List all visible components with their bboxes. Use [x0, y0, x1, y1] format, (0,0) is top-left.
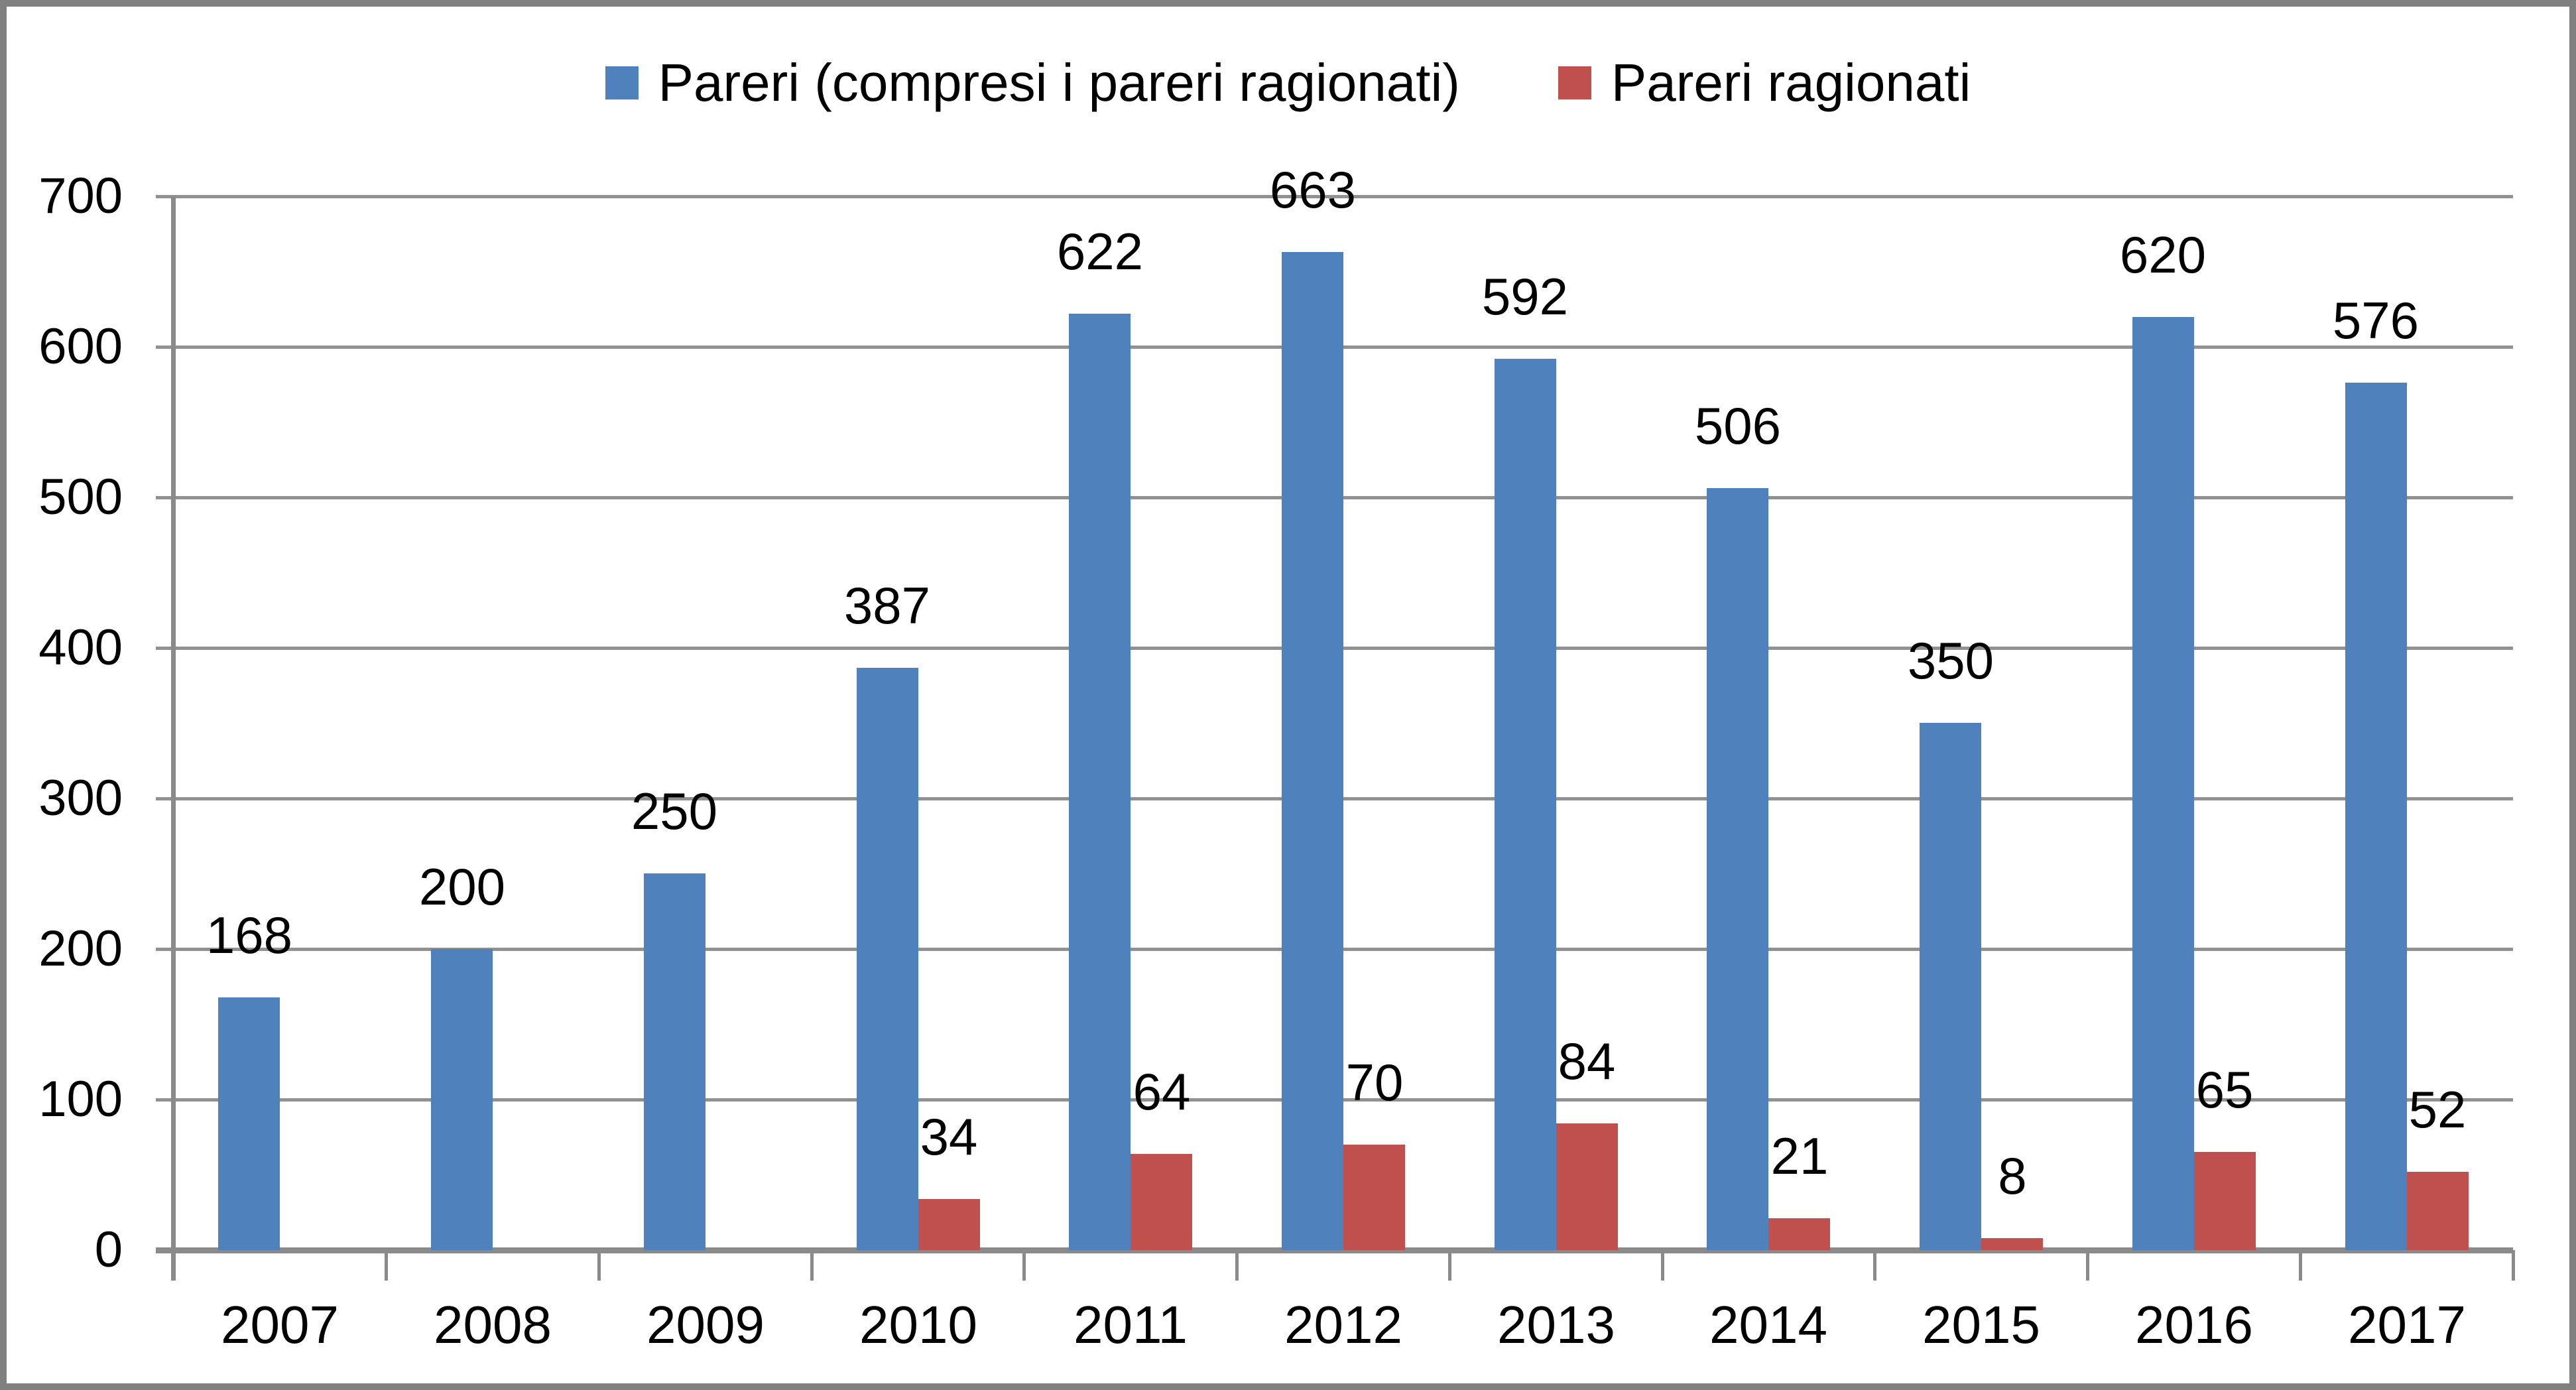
category-label-2017: 2017: [2348, 1295, 2466, 1354]
bar-value-label-2012-series-0: 663: [1269, 160, 1357, 219]
bar-2010-series-0: [857, 668, 918, 1250]
category-label-2014: 2014: [1709, 1295, 1827, 1354]
bar-2011-series-0: [1069, 314, 1131, 1250]
x-axis-tick: [810, 1250, 814, 1281]
y-tick-label-500: 500: [38, 469, 123, 525]
bar-value-label-2013-series-0: 592: [1481, 267, 1569, 326]
legend-label-pareri-ragionati: Pareri ragionati: [1611, 53, 1971, 112]
bar-value-label-2016-series-1: 65: [2195, 1060, 2254, 1119]
bar-value-label-2016-series-0: 620: [2119, 225, 2207, 284]
category-label-2013: 2013: [1497, 1295, 1615, 1354]
y-tick-label-100: 100: [38, 1071, 123, 1127]
chart-legend: Pareri (compresi i pareri ragionati) Par…: [0, 38, 2576, 127]
bar-2009-series-0: [644, 873, 705, 1250]
category-label-2015: 2015: [1922, 1295, 2040, 1354]
legend-item-pareri: Pareri (compresi i pareri ragionati): [605, 56, 1460, 109]
bar-2011-series-1: [1131, 1154, 1192, 1250]
x-axis-line: [156, 1247, 2513, 1253]
legend-item-pareri-ragionati: Pareri ragionati: [1558, 56, 1971, 109]
bar-2012-series-1: [1343, 1145, 1405, 1250]
x-axis-tick: [1873, 1250, 1876, 1281]
bar-value-label-2011-series-1: 64: [1133, 1062, 1191, 1121]
bar-2008-series-0: [431, 949, 493, 1250]
x-axis-tick: [2086, 1250, 2089, 1281]
bar-2013-series-0: [1495, 359, 1556, 1250]
bar-value-label-2008-series-0: 200: [418, 857, 506, 916]
y-axis-line: [171, 196, 176, 1281]
bar-2007-series-0: [218, 997, 280, 1250]
x-axis-tick: [1022, 1250, 1026, 1281]
bar-2015-series-1: [1981, 1238, 2043, 1250]
category-label-2010: 2010: [859, 1295, 977, 1354]
category-label-2011: 2011: [1073, 1295, 1188, 1354]
bar-value-label-2010-series-1: 34: [920, 1107, 978, 1166]
bar-2017-series-0: [2345, 383, 2407, 1250]
legend-label-pareri: Pareri (compresi i pareri ragionati): [658, 53, 1460, 112]
bar-value-label-2011-series-0: 622: [1056, 222, 1144, 281]
bar-value-label-2013-series-1: 84: [1558, 1032, 1616, 1090]
x-axis-tick: [1235, 1250, 1239, 1281]
bar-2012-series-0: [1282, 252, 1343, 1250]
bar-value-label-2015-series-1: 8: [1998, 1147, 2027, 1205]
bar-value-label-2017-series-0: 576: [2332, 291, 2420, 349]
legend-swatch-pareri-icon: [605, 66, 639, 99]
category-label-2009: 2009: [646, 1295, 765, 1354]
bar-2015-series-0: [1920, 723, 1981, 1250]
bar-value-label-2007-series-0: 168: [206, 906, 293, 964]
x-axis-tick: [385, 1250, 388, 1281]
y-tick-label-0: 0: [94, 1222, 123, 1278]
bar-value-label-2015-series-0: 350: [1907, 631, 1994, 690]
x-axis-tick: [597, 1250, 601, 1281]
bar-2013-series-1: [1556, 1123, 1618, 1250]
y-tick-label-600: 600: [38, 318, 123, 375]
y-tick-label-400: 400: [38, 619, 123, 676]
y-tick-label-700: 700: [38, 168, 123, 224]
category-label-2016: 2016: [2135, 1295, 2253, 1354]
y-tick-label-200: 200: [38, 920, 123, 977]
bar-value-label-2012-series-1: 70: [1345, 1053, 1404, 1111]
x-axis-tick: [2512, 1250, 2515, 1281]
bar-2014-series-1: [1768, 1218, 1830, 1250]
category-label-2007: 2007: [221, 1295, 339, 1354]
bar-value-label-2010-series-0: 387: [843, 576, 931, 635]
gridline-700: [156, 195, 2513, 198]
bar-2010-series-1: [918, 1199, 980, 1250]
bar-value-label-2009-series-0: 250: [631, 782, 718, 840]
bar-value-label-2014-series-0: 506: [1694, 397, 1782, 455]
bar-value-label-2017-series-1: 52: [2408, 1080, 2467, 1139]
x-axis-tick: [1448, 1250, 1451, 1281]
bar-2016-series-1: [2194, 1152, 2256, 1250]
category-label-2012: 2012: [1284, 1295, 1402, 1354]
bar-value-label-2014-series-1: 21: [1770, 1127, 1829, 1185]
y-tick-label-300: 300: [38, 770, 123, 826]
category-label-2008: 2008: [434, 1295, 552, 1354]
x-axis-tick: [2299, 1250, 2302, 1281]
bar-2016-series-0: [2132, 317, 2194, 1250]
bar-2017-series-1: [2407, 1172, 2469, 1250]
x-axis-tick: [1661, 1250, 1664, 1281]
bar-2014-series-0: [1707, 488, 1768, 1250]
legend-swatch-pareri-ragionati-icon: [1558, 66, 1591, 99]
